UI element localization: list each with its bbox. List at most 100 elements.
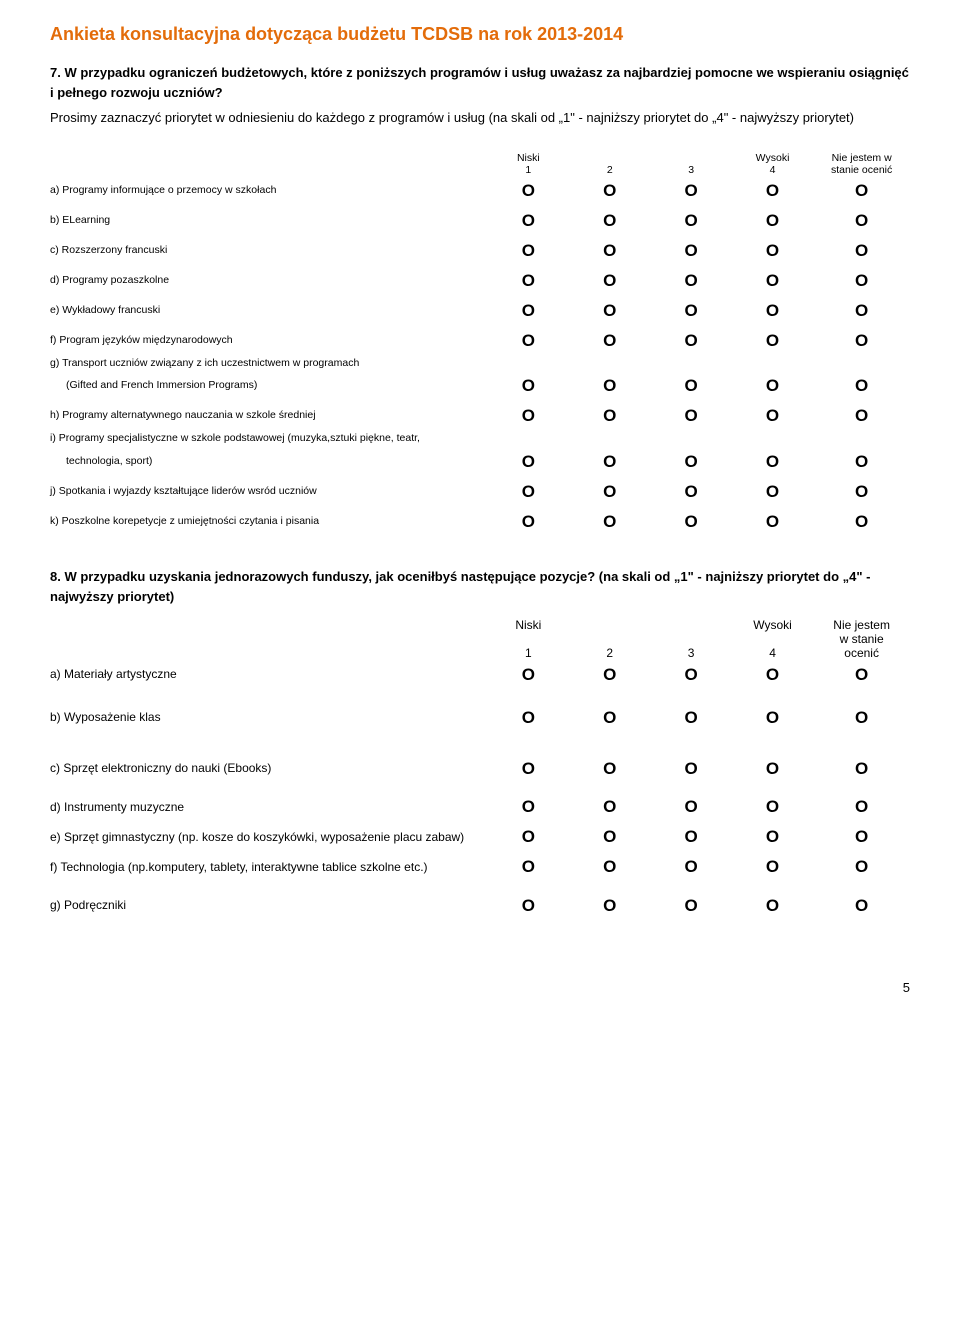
- q8-g-1[interactable]: O: [488, 882, 569, 929]
- q7-j-1[interactable]: O: [488, 477, 569, 507]
- q8-d-2[interactable]: O: [569, 792, 650, 822]
- q7-head-na2: stanie ocenić: [813, 164, 910, 176]
- q8-a-4[interactable]: O: [732, 660, 813, 690]
- q8-d-na[interactable]: O: [813, 792, 910, 822]
- q8-a-2[interactable]: O: [569, 660, 650, 690]
- q8-row: b) Wyposażenie klas O O O O O: [50, 690, 910, 745]
- q7-i-na[interactable]: O: [813, 447, 910, 477]
- q7-d-3[interactable]: O: [650, 266, 731, 296]
- q7-f-4[interactable]: O: [732, 326, 813, 356]
- q8-e-na[interactable]: O: [813, 822, 910, 852]
- q7-h-3[interactable]: O: [650, 401, 731, 431]
- q7-g-3[interactable]: O: [650, 371, 731, 401]
- q7-j-2[interactable]: O: [569, 477, 650, 507]
- q8-a-3[interactable]: O: [650, 660, 731, 690]
- q7-i-3[interactable]: O: [650, 447, 731, 477]
- q7-row-i-label-2: technologia, sport): [50, 447, 488, 477]
- q8-f-na[interactable]: O: [813, 852, 910, 882]
- q7-row-h-label: h) Programy alternatywnego nauczania w s…: [50, 401, 488, 431]
- q7-b-na[interactable]: O: [813, 206, 910, 236]
- q7-head-2: 2: [569, 164, 650, 176]
- q8-d-3[interactable]: O: [650, 792, 731, 822]
- q8-row-a-label: a) Materiały artystyczne: [50, 660, 488, 690]
- q7-a-1[interactable]: O: [488, 176, 569, 206]
- q7-f-na[interactable]: O: [813, 326, 910, 356]
- q8-d-1[interactable]: O: [488, 792, 569, 822]
- q7-row-e-label: e) Wykładowy francuski: [50, 296, 488, 326]
- q8-c-3[interactable]: O: [650, 745, 731, 792]
- q7-b-3[interactable]: O: [650, 206, 731, 236]
- q8-c-1[interactable]: O: [488, 745, 569, 792]
- q7-h-na[interactable]: O: [813, 401, 910, 431]
- q7-i-2[interactable]: O: [569, 447, 650, 477]
- q8-a-na[interactable]: O: [813, 660, 910, 690]
- q8-head-na-2: w stanie: [813, 632, 910, 646]
- q7-k-2[interactable]: O: [569, 507, 650, 537]
- q8-g-2[interactable]: O: [569, 882, 650, 929]
- q7-f-1[interactable]: O: [488, 326, 569, 356]
- q7-j-3[interactable]: O: [650, 477, 731, 507]
- q7-k-4[interactable]: O: [732, 507, 813, 537]
- q8-f-2[interactable]: O: [569, 852, 650, 882]
- q7-g-4[interactable]: O: [732, 371, 813, 401]
- q7-f-3[interactable]: O: [650, 326, 731, 356]
- q8-e-3[interactable]: O: [650, 822, 731, 852]
- q7-e-3[interactable]: O: [650, 296, 731, 326]
- q7-a-na[interactable]: O: [813, 176, 910, 206]
- q8-e-1[interactable]: O: [488, 822, 569, 852]
- q8-e-2[interactable]: O: [569, 822, 650, 852]
- q8-c-4[interactable]: O: [732, 745, 813, 792]
- q8-c-na[interactable]: O: [813, 745, 910, 792]
- q7-g-1[interactable]: O: [488, 371, 569, 401]
- q7-c-na[interactable]: O: [813, 236, 910, 266]
- q7-b-1[interactable]: O: [488, 206, 569, 236]
- q7-j-na[interactable]: O: [813, 477, 910, 507]
- q8-f-1[interactable]: O: [488, 852, 569, 882]
- q8-f-4[interactable]: O: [732, 852, 813, 882]
- q7-d-na[interactable]: O: [813, 266, 910, 296]
- q7-g-na[interactable]: O: [813, 371, 910, 401]
- q8-b-na[interactable]: O: [813, 690, 910, 745]
- q7-d-4[interactable]: O: [732, 266, 813, 296]
- page-number: 5: [50, 980, 910, 995]
- q8-c-2[interactable]: O: [569, 745, 650, 792]
- q7-h-1[interactable]: O: [488, 401, 569, 431]
- q7-c-4[interactable]: O: [732, 236, 813, 266]
- q8-g-4[interactable]: O: [732, 882, 813, 929]
- q7-i-4[interactable]: O: [732, 447, 813, 477]
- q7-c-3[interactable]: O: [650, 236, 731, 266]
- q7-f-2[interactable]: O: [569, 326, 650, 356]
- q7-k-1[interactable]: O: [488, 507, 569, 537]
- q7-e-4[interactable]: O: [732, 296, 813, 326]
- q8-a-1[interactable]: O: [488, 660, 569, 690]
- q7-a-3[interactable]: O: [650, 176, 731, 206]
- q7-head-na: Nie jestem w: [813, 152, 910, 164]
- q7-e-2[interactable]: O: [569, 296, 650, 326]
- q8-e-4[interactable]: O: [732, 822, 813, 852]
- q7-k-3[interactable]: O: [650, 507, 731, 537]
- q8-b-1[interactable]: O: [488, 690, 569, 745]
- q7-d-1[interactable]: O: [488, 266, 569, 296]
- q8-b-3[interactable]: O: [650, 690, 731, 745]
- q8-g-na[interactable]: O: [813, 882, 910, 929]
- q7-i-1[interactable]: O: [488, 447, 569, 477]
- q8-g-3[interactable]: O: [650, 882, 731, 929]
- q7-h-2[interactable]: O: [569, 401, 650, 431]
- q7-d-2[interactable]: O: [569, 266, 650, 296]
- q8-b-2[interactable]: O: [569, 690, 650, 745]
- q7-h-4[interactable]: O: [732, 401, 813, 431]
- q8-b-4[interactable]: O: [732, 690, 813, 745]
- q7-g-2[interactable]: O: [569, 371, 650, 401]
- q7-k-na[interactable]: O: [813, 507, 910, 537]
- q7-a-4[interactable]: O: [732, 176, 813, 206]
- q8-d-4[interactable]: O: [732, 792, 813, 822]
- q7-j-4[interactable]: O: [732, 477, 813, 507]
- q7-e-1[interactable]: O: [488, 296, 569, 326]
- q8-f-3[interactable]: O: [650, 852, 731, 882]
- q7-e-na[interactable]: O: [813, 296, 910, 326]
- q7-c-2[interactable]: O: [569, 236, 650, 266]
- q7-b-4[interactable]: O: [732, 206, 813, 236]
- q7-c-1[interactable]: O: [488, 236, 569, 266]
- q7-a-2[interactable]: O: [569, 176, 650, 206]
- q7-b-2[interactable]: O: [569, 206, 650, 236]
